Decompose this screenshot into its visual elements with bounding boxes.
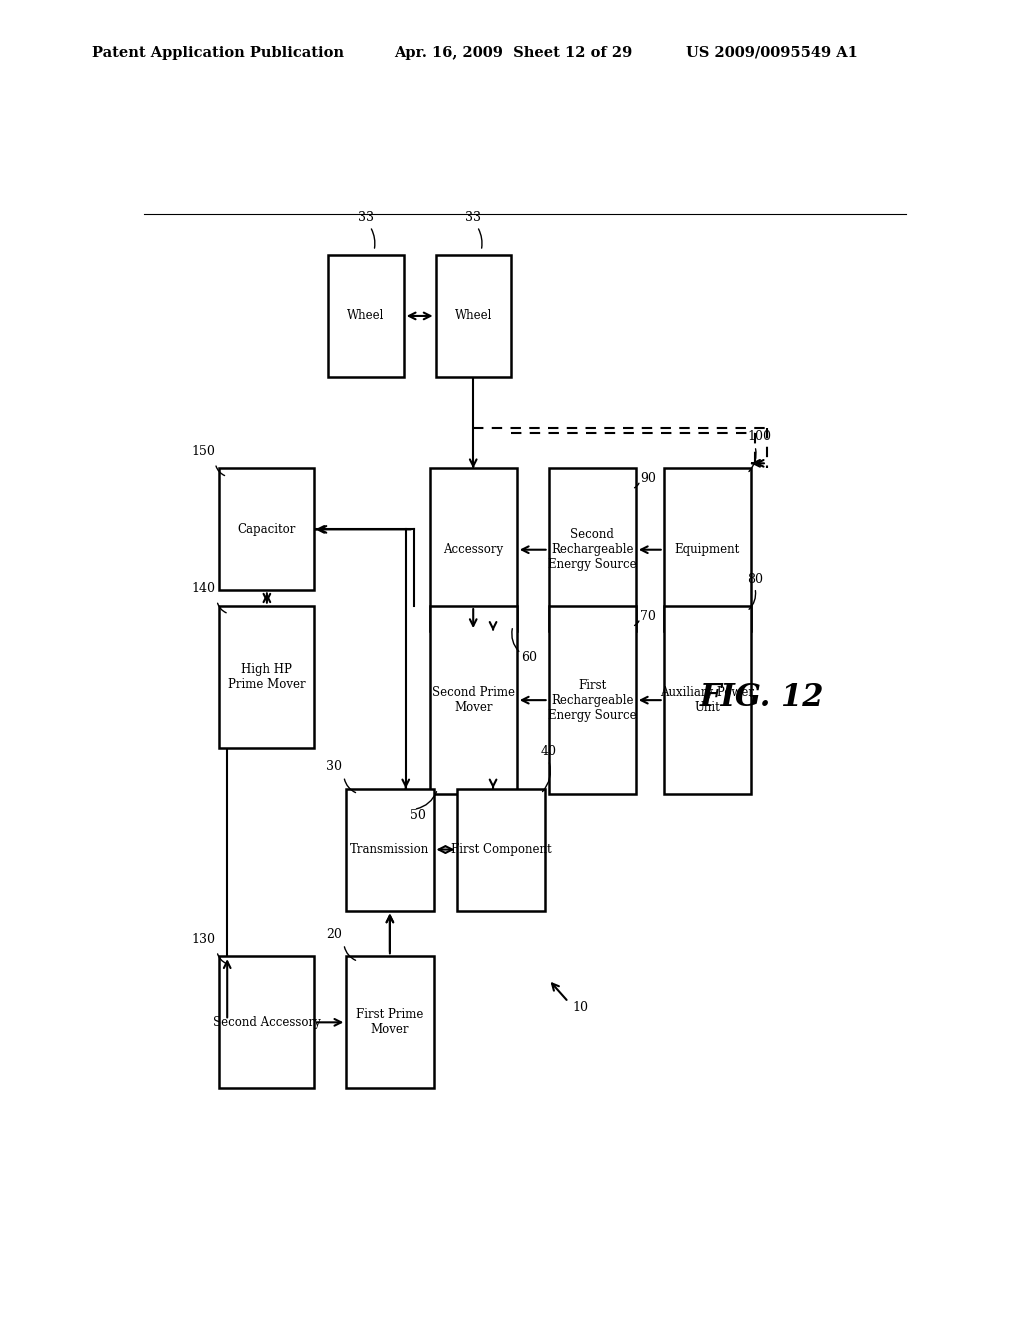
Text: Second Accessory: Second Accessory bbox=[213, 1016, 321, 1028]
Text: Capacitor: Capacitor bbox=[238, 523, 296, 536]
Text: Wheel: Wheel bbox=[347, 309, 385, 322]
Text: Wheel: Wheel bbox=[455, 309, 492, 322]
Text: 20: 20 bbox=[327, 928, 342, 941]
Text: Patent Application Publication: Patent Application Publication bbox=[92, 46, 344, 59]
Text: Auxiliary Power
Unit: Auxiliary Power Unit bbox=[660, 686, 755, 714]
Text: First Prime
Mover: First Prime Mover bbox=[356, 1008, 424, 1036]
Text: Apr. 16, 2009  Sheet 12 of 29: Apr. 16, 2009 Sheet 12 of 29 bbox=[394, 46, 633, 59]
Text: US 2009/0095549 A1: US 2009/0095549 A1 bbox=[686, 46, 858, 59]
Text: 40: 40 bbox=[541, 744, 557, 758]
Text: FIG. 12: FIG. 12 bbox=[699, 681, 824, 713]
Bar bbox=[329, 255, 403, 378]
Bar bbox=[664, 469, 751, 631]
Text: Equipment: Equipment bbox=[675, 544, 740, 556]
Bar bbox=[346, 956, 433, 1089]
Text: 50: 50 bbox=[410, 809, 426, 822]
Text: Second Prime
Mover: Second Prime Mover bbox=[432, 686, 515, 714]
Bar bbox=[458, 788, 545, 911]
Text: 70: 70 bbox=[640, 610, 655, 623]
Text: 30: 30 bbox=[327, 760, 342, 774]
Text: High HP
Prime Mover: High HP Prime Mover bbox=[228, 663, 306, 690]
Text: 80: 80 bbox=[748, 573, 763, 586]
Text: 10: 10 bbox=[572, 1001, 589, 1014]
Bar bbox=[219, 606, 314, 748]
Text: First Component: First Component bbox=[451, 843, 551, 857]
Bar bbox=[430, 606, 517, 795]
Text: 60: 60 bbox=[521, 651, 537, 664]
Bar bbox=[549, 606, 636, 795]
Bar bbox=[219, 469, 314, 590]
Text: First
Rechargeable
Energy Source: First Rechargeable Energy Source bbox=[548, 678, 637, 722]
Bar bbox=[435, 255, 511, 378]
Text: 90: 90 bbox=[640, 473, 655, 484]
Bar bbox=[664, 606, 751, 795]
Text: 130: 130 bbox=[191, 933, 215, 946]
Text: 140: 140 bbox=[191, 582, 215, 595]
Bar bbox=[430, 469, 517, 631]
Text: 150: 150 bbox=[191, 445, 215, 458]
Text: 100: 100 bbox=[748, 430, 771, 444]
Bar bbox=[219, 956, 314, 1089]
Text: 33: 33 bbox=[358, 211, 374, 224]
Text: Second
Rechargeable
Energy Source: Second Rechargeable Energy Source bbox=[548, 528, 637, 572]
Text: Transmission: Transmission bbox=[350, 843, 429, 857]
Text: Accessory: Accessory bbox=[443, 544, 503, 556]
Bar bbox=[346, 788, 433, 911]
Text: 33: 33 bbox=[465, 211, 481, 224]
Bar bbox=[549, 469, 636, 631]
